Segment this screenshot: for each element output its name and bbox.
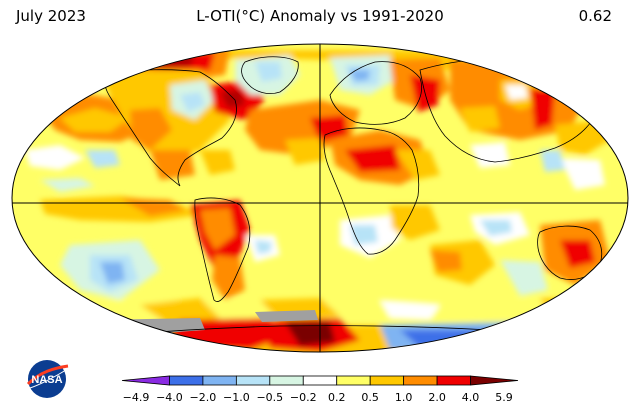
map-date: July 2023: [16, 7, 86, 25]
legend-swatch-6: [336, 375, 371, 386]
legend-tick-labels: −4.9 −4.0 −2.0 −1.0 −0.5 −0.2 0.2 0.5 1.0 2.0 4.0 5…: [123, 391, 513, 404]
legend-tick-0: −4.9: [123, 391, 150, 404]
legend-tick-10: 4.0: [462, 391, 480, 404]
legend-swatch-5: [302, 375, 338, 386]
legend-tick-7: 0.5: [361, 391, 379, 404]
legend-tick-6: 0.2: [328, 391, 346, 404]
legend-tick-11: 5.9: [495, 391, 513, 404]
globe-outline: [11, 43, 629, 353]
north-america-outline: [104, 69, 237, 187]
legend-swatch-1: [169, 375, 204, 386]
legend-swatch-2: [202, 375, 237, 386]
nasa-logo: NASA: [26, 360, 69, 398]
legend-swatch-3: [235, 375, 271, 386]
legend-swatch-4: [269, 375, 304, 386]
legend-tick-2: −2.0: [190, 391, 217, 404]
greenland-outline: [241, 56, 299, 94]
global-mean-anomaly: 0.62: [578, 7, 612, 25]
south-america-outline: [194, 197, 251, 302]
legend-tick-4: −0.5: [256, 391, 283, 404]
legend-tick-3: −1.0: [223, 391, 250, 404]
australia-outline: [537, 225, 603, 280]
legend-tick-9: 2.0: [428, 391, 446, 404]
legend-tick-1: −4.0: [156, 391, 183, 404]
europe-outline: [329, 61, 422, 125]
legend-swatch-7: [369, 375, 405, 386]
legend-swatch-8: [403, 375, 438, 386]
legend-tick-5: −0.2: [290, 391, 317, 404]
legend-tick-8: 1.0: [395, 391, 413, 404]
map-title: L-OTI(°C) Anomaly vs 1991-2020: [196, 7, 444, 25]
legend-swatch-9: [436, 375, 471, 386]
nasa-logo-text: NASA: [31, 374, 62, 386]
africa-outline: [323, 127, 420, 255]
legend-color-bar: [121, 375, 519, 386]
legend-swatch-10: [470, 375, 519, 386]
legend-swatch-0: [121, 375, 170, 386]
